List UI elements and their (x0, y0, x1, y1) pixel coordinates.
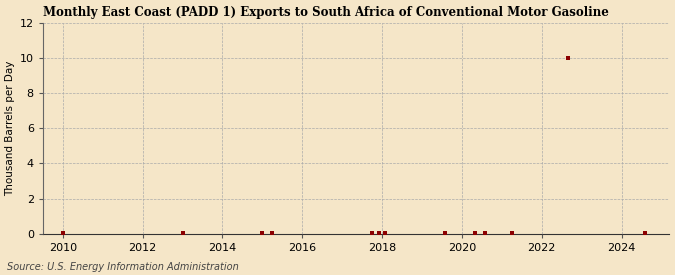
Point (639, 231, 650, 235)
Point (257, 231, 268, 235)
Y-axis label: Thousand Barrels per Day: Thousand Barrels per Day (5, 60, 16, 196)
Point (373, 231, 384, 235)
Point (267, 231, 277, 235)
Point (470, 231, 481, 235)
Point (440, 231, 451, 235)
Point (177, 231, 188, 235)
Point (367, 231, 377, 235)
Text: Monthly East Coast (PADD 1) Exports to South Africa of Conventional Motor Gasoli: Monthly East Coast (PADD 1) Exports to S… (43, 6, 609, 18)
Point (380, 231, 391, 235)
Point (57, 231, 68, 235)
Text: Source: U.S. Energy Information Administration: Source: U.S. Energy Information Administ… (7, 262, 238, 272)
Point (563, 56, 574, 60)
Point (506, 231, 517, 235)
Point (480, 231, 491, 235)
